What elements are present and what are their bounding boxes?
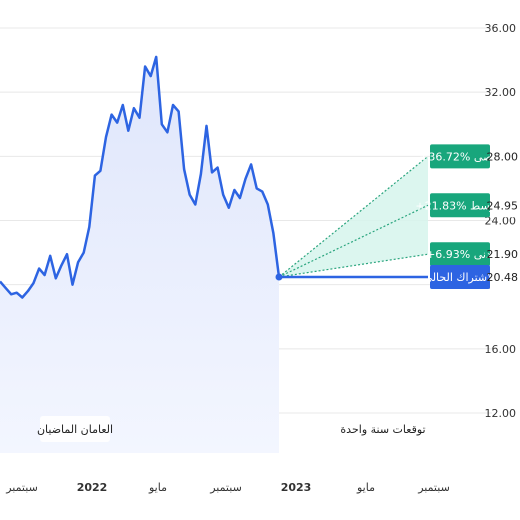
forecast-badge-value: 24.95 xyxy=(487,199,519,212)
past-period-tag: العامان الماضيان xyxy=(37,416,113,442)
forecast-badge-value: 20.48 xyxy=(487,271,519,284)
forecast-period-label: توقعات سنة واحدة xyxy=(340,423,425,436)
y-tick-label: 36.00 xyxy=(485,22,517,35)
forecast-line xyxy=(278,253,429,278)
forecast-badge-value: 28.00 xyxy=(487,150,519,163)
forecast-period-tag: توقعات سنة واحدة xyxy=(340,416,426,442)
forecast-badge-label: +36.72% أقصى xyxy=(419,149,501,163)
forecast-badge-value: 21.90 xyxy=(487,248,519,261)
x-tick-label: مايو xyxy=(148,481,167,494)
x-tick-label: 2022 xyxy=(77,481,108,494)
x-tick-label: سبتمبر xyxy=(5,481,38,494)
forecast-badge-label: +21.83% متوسط xyxy=(415,199,504,212)
forecast-fan xyxy=(278,155,429,278)
forecast-badge-label: الاشتراك الحالي xyxy=(424,271,497,284)
x-axis: سبتمبر 2022 مايو سبتمبر 2023 مايو سبتمبر xyxy=(5,481,450,494)
x-tick-label: مايو xyxy=(356,481,375,494)
y-tick-label: 32.00 xyxy=(485,86,517,99)
past-period-label: العامان الماضيان xyxy=(37,423,113,436)
forecast-badge-label: +6.93% أدنى xyxy=(426,247,494,261)
x-tick-label: سبتمبر xyxy=(417,481,450,494)
forecast-line xyxy=(278,204,429,278)
x-tick-label: 2023 xyxy=(281,481,312,494)
history-line xyxy=(0,55,281,299)
current-point xyxy=(275,273,283,281)
y-tick-label: 16.00 xyxy=(485,343,517,356)
y-tick-label: 24.00 xyxy=(485,215,517,228)
y-tick-label: 12.00 xyxy=(485,407,517,420)
x-tick-label: سبتمبر xyxy=(209,481,242,494)
forecast-range-area xyxy=(279,156,428,277)
